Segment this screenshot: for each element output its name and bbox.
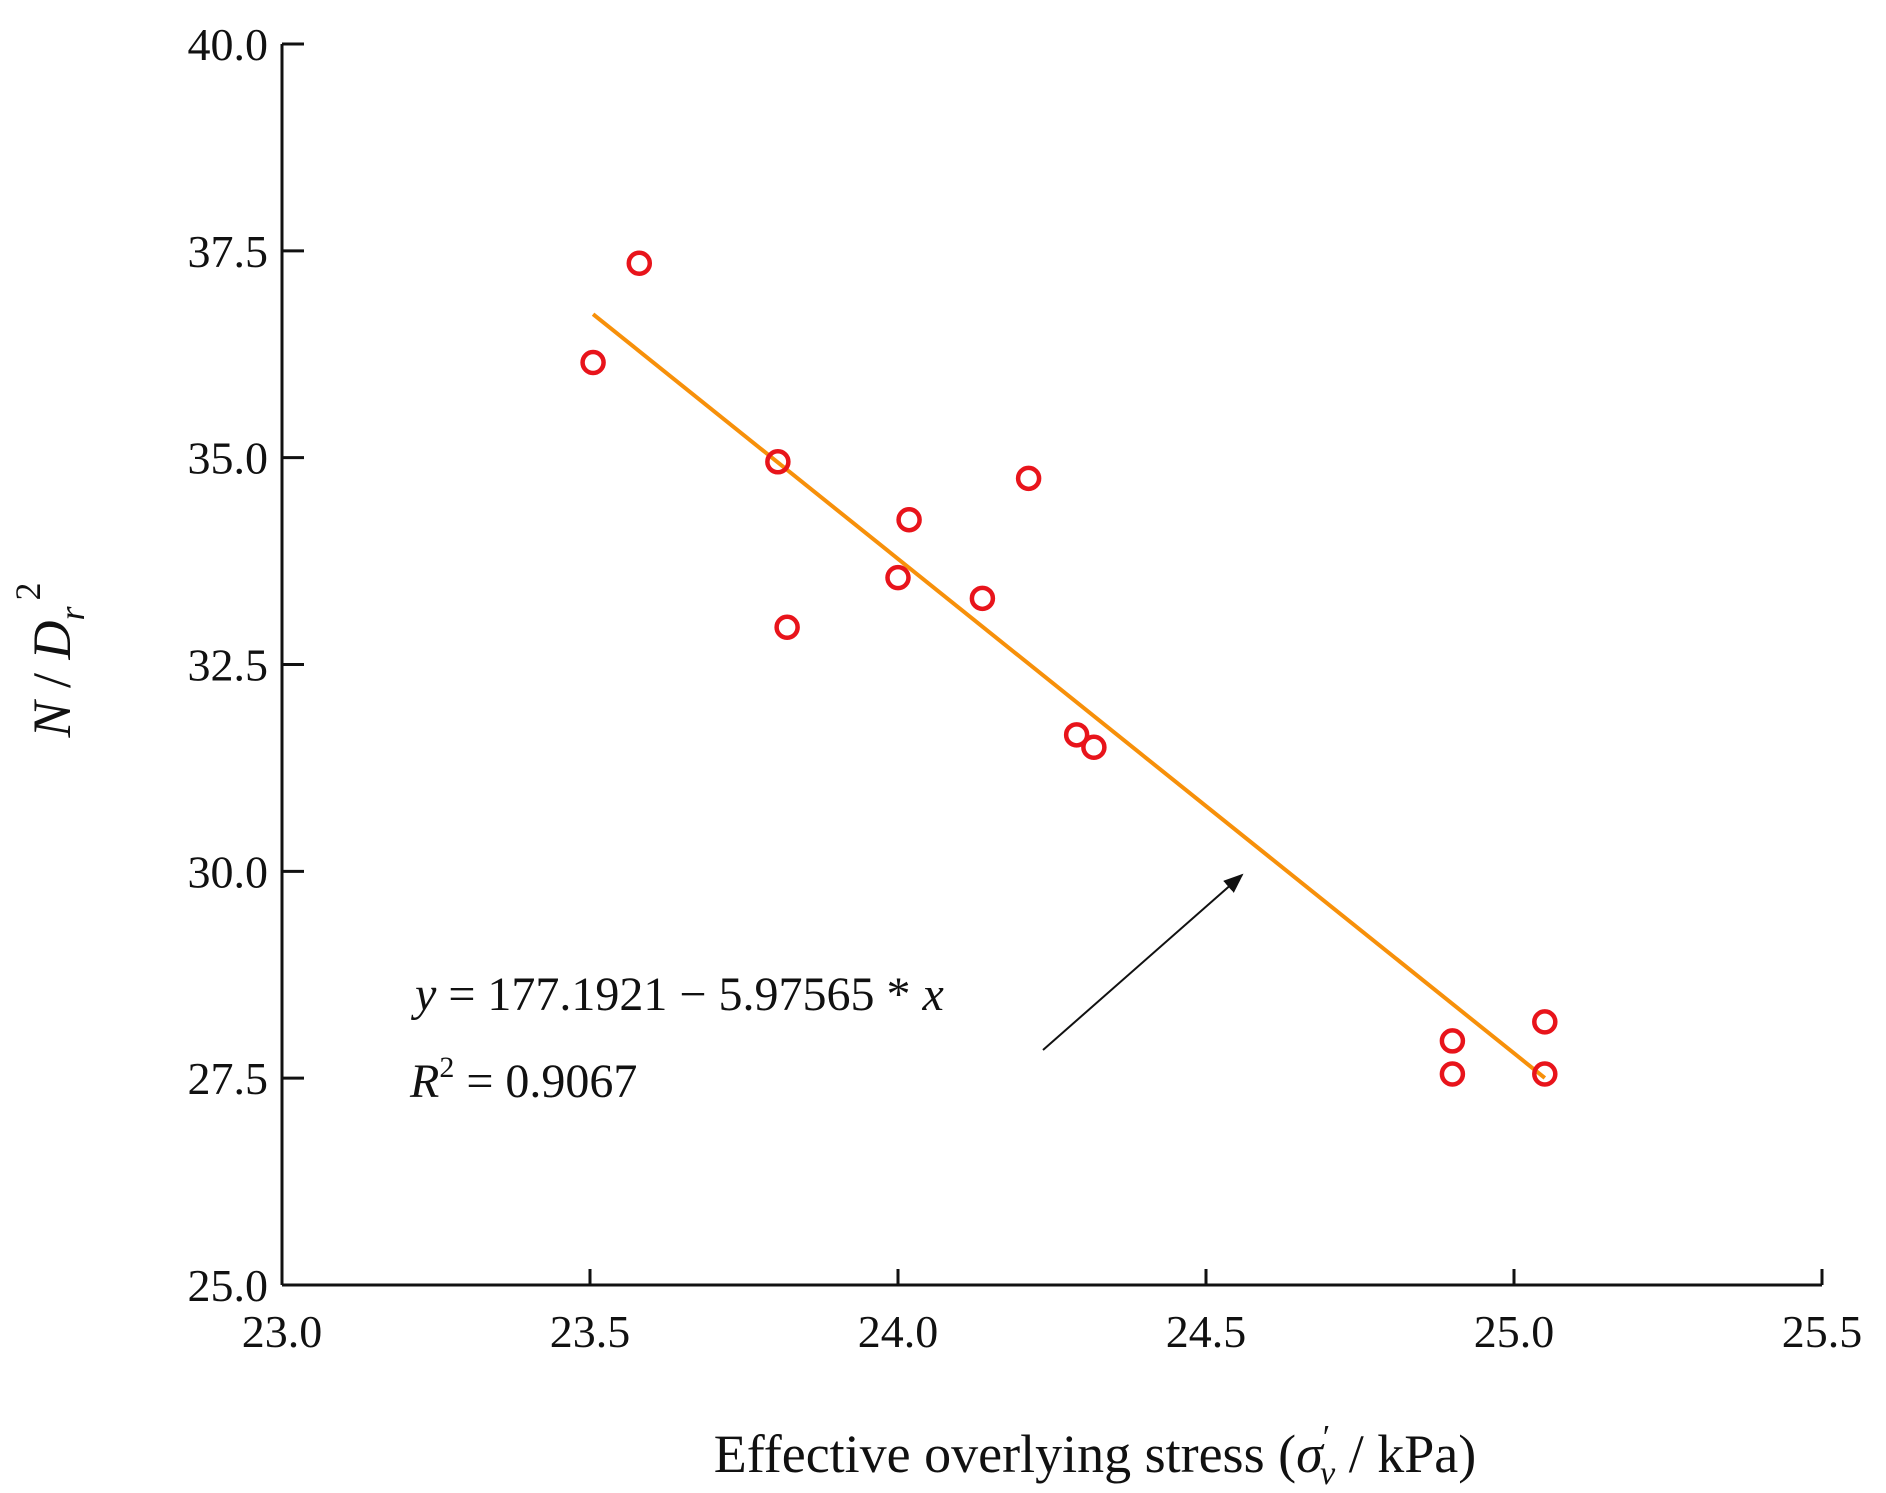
data-point — [969, 585, 996, 612]
x-tick-label: 23.5 — [550, 1306, 631, 1357]
data-point — [1439, 1061, 1466, 1087]
x-axis-title-prefix: Effective overlying stress ( — [714, 1424, 1296, 1484]
annotation-arrow — [1042, 873, 1244, 1051]
data-point — [1439, 1028, 1466, 1054]
x-axis-title-sub: v — [1320, 1455, 1336, 1492]
y-axis-title-sup: 2 — [8, 582, 48, 600]
equation-text: y = 177.1921 − 5.97565 * x — [410, 968, 944, 1021]
points-layer — [580, 250, 1558, 1087]
r-squared-exponent: 2 — [439, 1051, 454, 1084]
y-axis-title-sub: r — [52, 605, 92, 620]
y-tick-label: 27.5 — [188, 1053, 269, 1104]
fit-layer — [591, 312, 1547, 1080]
data-point — [580, 349, 606, 376]
y-axis-title: N / Dr2 — [8, 582, 92, 738]
data-point — [765, 449, 791, 475]
data-point — [774, 614, 800, 641]
y-tick-label: 35.0 — [188, 433, 269, 484]
x-tick-label: 24.0 — [858, 1306, 939, 1357]
x-axis-title-symbol: σ — [1296, 1424, 1325, 1484]
y-ticks: 25.0 27.5 30.0 32.5 35.0 37.5 40.0 — [188, 19, 304, 1311]
data-point — [626, 250, 653, 276]
y-tick-label: 25.0 — [188, 1260, 269, 1311]
y-tick-label: 37.5 — [188, 226, 269, 277]
x-axis-title: Effective overlying stress (σ′ v / kPa) — [714, 1419, 1477, 1492]
data-point — [1532, 1009, 1558, 1035]
x-tick-label: 23.0 — [242, 1306, 323, 1357]
fit-annotation: y = 177.1921 − 5.97565 * x R2 = 0.9067 — [409, 873, 1244, 1108]
equation-body: = 177.1921 − 5.97565 * — [436, 968, 922, 1021]
data-point — [885, 564, 911, 591]
x-tick-label: 25.5 — [1782, 1306, 1863, 1357]
equation-y: y — [410, 968, 437, 1021]
x-tick-label: 24.5 — [1166, 1306, 1247, 1357]
data-point — [1063, 722, 1090, 748]
x-tick-label: 25.0 — [1474, 1306, 1555, 1357]
y-axis-title-sep: / — [22, 659, 82, 701]
y-axis-title-n: N — [22, 699, 82, 739]
y-tick-label: 32.5 — [188, 640, 269, 691]
r-squared-text: R2 = 0.9067 — [409, 1051, 637, 1108]
fit-line — [591, 312, 1547, 1080]
equation-x: x — [921, 968, 943, 1021]
y-tick-label: 40.0 — [188, 19, 269, 70]
r-squared-label: R — [409, 1055, 439, 1108]
data-point — [1532, 1061, 1558, 1087]
y-axis-title-d: D — [22, 620, 82, 660]
data-point — [1081, 734, 1107, 760]
x-axis-title-prime: ′ — [1323, 1419, 1330, 1456]
r-squared-value: = 0.9067 — [454, 1055, 637, 1108]
data-point — [896, 506, 922, 533]
x-ticks: 23.0 23.5 24.0 24.5 25.0 25.5 — [242, 1269, 1863, 1357]
y-tick-label: 30.0 — [188, 846, 269, 897]
x-axis-title-suffix: / kPa) — [1335, 1424, 1476, 1484]
data-point — [1015, 465, 1042, 492]
